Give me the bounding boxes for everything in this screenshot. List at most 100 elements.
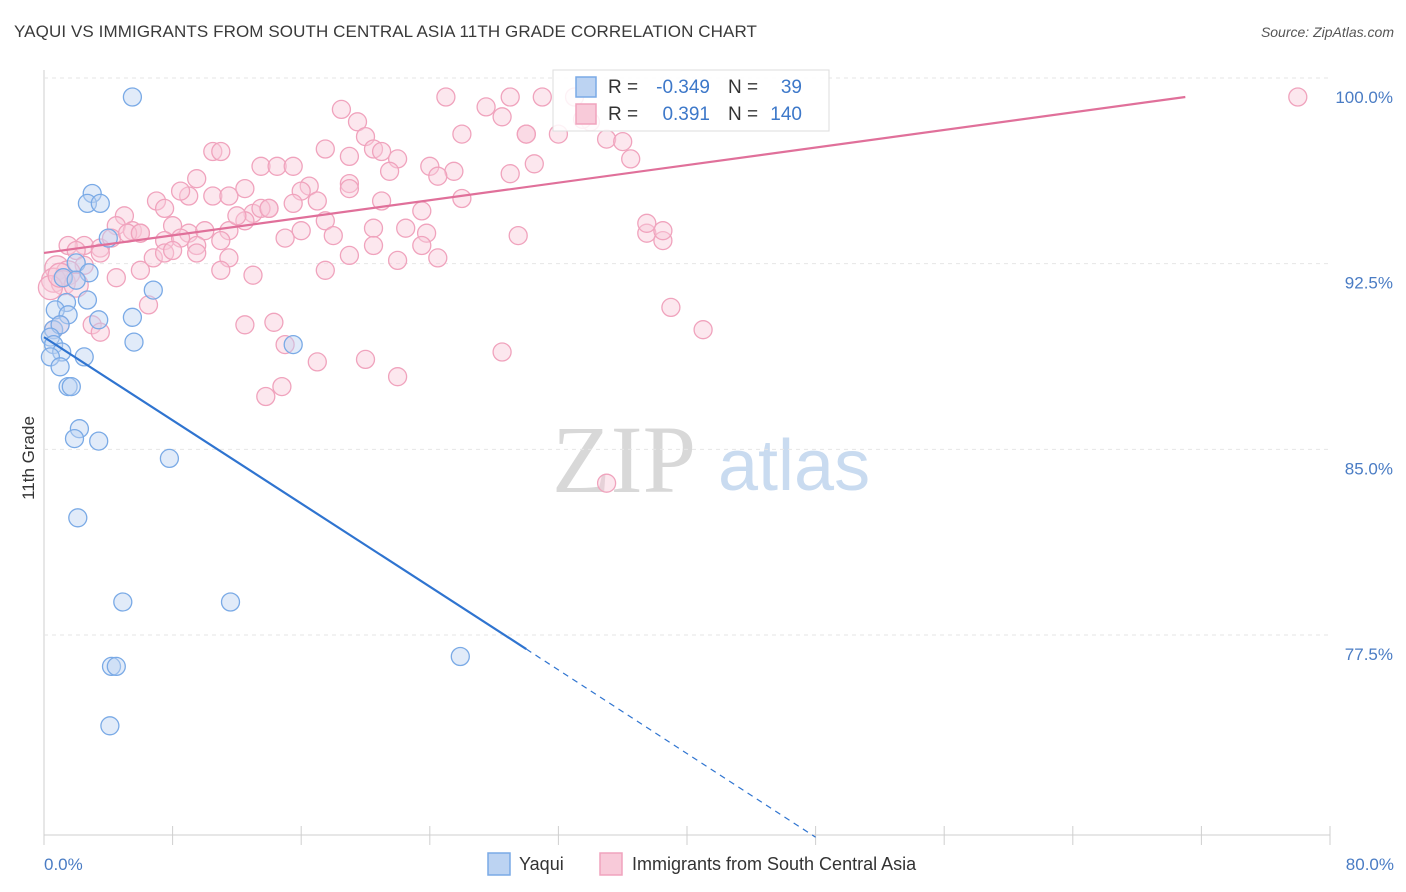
- immigrants-point: [500, 87, 520, 107]
- immigrants-point: [203, 186, 223, 206]
- immigrants-point: [130, 223, 151, 243]
- immigrants-point: [653, 221, 673, 241]
- immigrants-point: [379, 161, 400, 181]
- immigrants-point: [259, 198, 279, 219]
- immigrants-point: [500, 164, 520, 184]
- immigrants-point: [476, 97, 496, 117]
- immigrants-point: [637, 223, 657, 243]
- immigrants-point: [162, 240, 183, 261]
- immigrants-point: [339, 245, 360, 266]
- immigrants-point: [412, 235, 432, 256]
- immigrants-point: [492, 107, 512, 127]
- yaqui-point: [58, 305, 78, 325]
- yaqui-point: [66, 270, 86, 290]
- yaqui-point: [52, 342, 72, 362]
- y-tick-label: 100.0%: [1335, 88, 1393, 107]
- immigrants-point: [187, 169, 207, 189]
- y-axis-label: 11th Grade: [19, 416, 38, 500]
- immigrants-trend-line: [43, 95, 1186, 255]
- yaqui-point: [90, 193, 110, 214]
- gridlines: [44, 77, 1330, 636]
- yaqui-point: [89, 431, 109, 451]
- immigrants-point: [596, 129, 617, 149]
- immigrants-point: [323, 225, 343, 246]
- yaqui-point: [124, 332, 144, 352]
- immigrants-point: [275, 334, 295, 355]
- immigrants-point: [154, 198, 175, 219]
- immigrants-point: [396, 218, 416, 238]
- chart-source: Source: ZipAtlas.com: [1260, 24, 1394, 40]
- immigrants-point: [653, 230, 673, 251]
- immigrants-point: [272, 376, 292, 397]
- immigrants-point: [235, 315, 255, 335]
- bottom-legend-swatch-immigrants: [599, 852, 623, 876]
- legend-n-label-immigrants: N =: [728, 104, 758, 125]
- series-immigrants-points: [37, 87, 1308, 493]
- immigrants-point: [508, 225, 528, 246]
- chart-title: YAQUI VS IMMIGRANTS FROM SOUTH CENTRAL A…: [14, 22, 758, 41]
- immigrants-point: [203, 141, 223, 162]
- immigrants-point: [516, 124, 536, 144]
- immigrants-point: [187, 235, 207, 256]
- watermark-atlas: atlas: [718, 426, 870, 506]
- yaqui-point: [113, 592, 133, 612]
- immigrants-point: [267, 156, 287, 176]
- immigrants-point: [146, 191, 167, 211]
- immigrants-point: [693, 320, 713, 340]
- yaqui-point: [100, 716, 120, 736]
- legend-swatch-yaqui: [575, 76, 597, 98]
- immigrants-point: [138, 295, 159, 315]
- immigrants-point: [275, 228, 295, 248]
- immigrants-point: [170, 181, 191, 201]
- immigrants-point: [251, 156, 271, 176]
- immigrants-point: [315, 260, 335, 280]
- yaqui-point: [89, 310, 109, 330]
- stats-legend-frame: [552, 69, 830, 132]
- immigrants-point: [211, 260, 231, 280]
- series-legend: Yaqui Immigrants from South Central Asia: [487, 852, 917, 876]
- yaqui-point: [50, 357, 70, 377]
- immigrants-point: [283, 156, 303, 176]
- yaqui-point: [450, 646, 470, 667]
- immigrants-point: [532, 87, 552, 107]
- yaqui-point: [122, 307, 143, 327]
- immigrants-point: [307, 191, 327, 211]
- immigrants-point: [243, 265, 263, 285]
- immigrants-point: [420, 156, 440, 176]
- immigrants-point: [444, 161, 464, 181]
- yaqui-point: [159, 448, 180, 469]
- trend-lines: [43, 95, 1186, 838]
- immigrants-point: [637, 213, 657, 233]
- x-ticks: [43, 826, 1331, 845]
- immigrants-point: [211, 141, 231, 162]
- immigrants-point: [331, 99, 352, 120]
- y-tick-label: 85.0%: [1345, 459, 1393, 478]
- bottom-legend-swatch-yaqui: [487, 852, 511, 876]
- watermark-zip: ZIP: [552, 406, 696, 513]
- immigrants-point: [412, 201, 432, 221]
- immigrants-point: [211, 230, 231, 251]
- yaqui-point: [77, 290, 98, 310]
- y-tick-label: 77.5%: [1345, 645, 1393, 664]
- immigrants-point: [82, 315, 102, 335]
- immigrants-point: [106, 268, 126, 288]
- legend-r-label-yaqui: R =: [608, 77, 638, 98]
- immigrants-point: [1288, 87, 1308, 107]
- yaqui-point: [122, 87, 143, 107]
- immigrants-point: [143, 248, 163, 268]
- yaqui-point: [68, 508, 88, 528]
- yaqui-trend-extension: [525, 648, 816, 838]
- immigrants-point: [130, 260, 151, 280]
- immigrants-point: [307, 352, 327, 372]
- legend-r-value-immigrants: 0.391: [662, 104, 710, 125]
- immigrants-point: [256, 386, 276, 407]
- legend-n-label-yaqui: N =: [728, 77, 758, 98]
- immigrants-point: [428, 248, 448, 268]
- immigrants-point: [235, 178, 255, 199]
- immigrants-point: [264, 312, 284, 332]
- y-tick-labels: 77.5% 85.0% 92.5% 100.0%: [1335, 88, 1393, 664]
- yaqui-point: [69, 419, 90, 439]
- yaqui-point: [64, 428, 85, 449]
- legend-r-value-yaqui: -0.349: [656, 77, 710, 98]
- yaqui-point: [61, 376, 81, 397]
